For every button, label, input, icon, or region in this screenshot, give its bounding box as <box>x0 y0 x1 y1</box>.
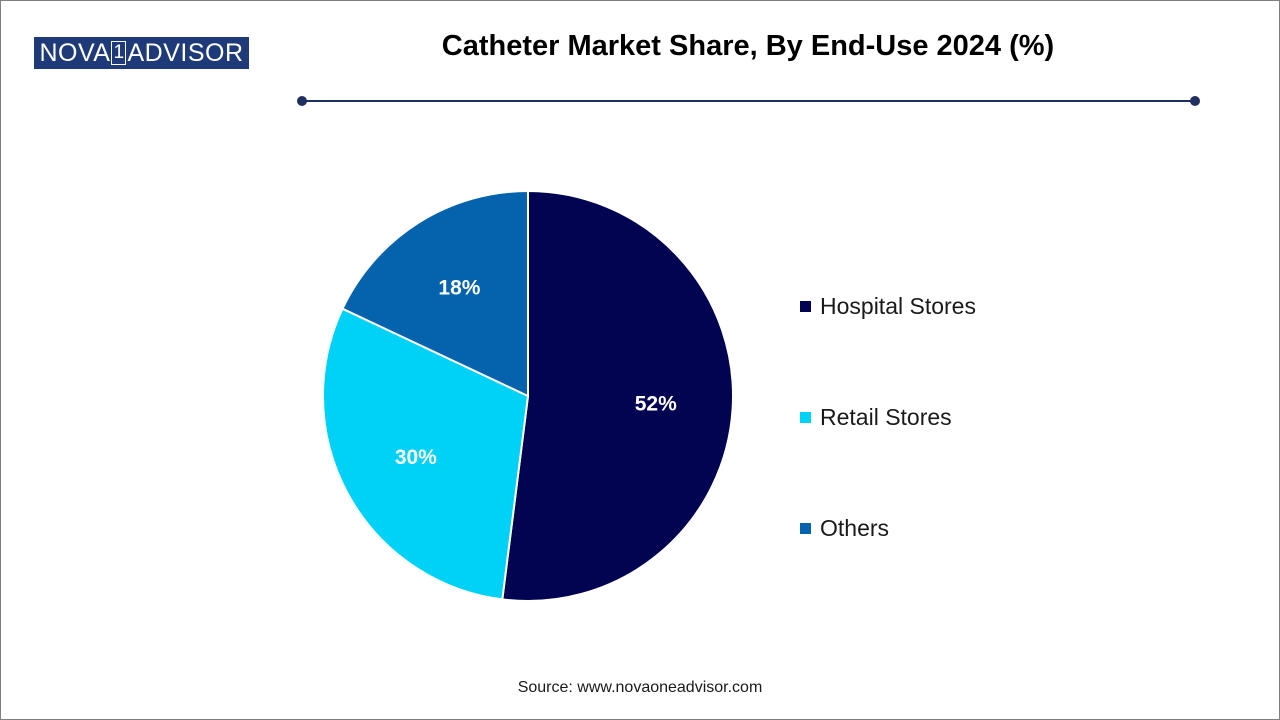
data-label-retail-stores: 30% <box>395 446 437 469</box>
logo-text-advisor: ADVISOR <box>127 38 244 67</box>
chart-legend: Hospital Stores Retail Stores Others <box>800 290 976 623</box>
legend-item: Others <box>800 512 976 544</box>
legend-swatch <box>800 522 811 534</box>
data-label-others: 18% <box>438 276 480 299</box>
divider-right-dot <box>1190 96 1200 106</box>
nova-one-advisor-logo: NOVA 1 ADVISOR <box>34 37 249 69</box>
chart-title: Catheter Market Share, By End-Use 2024 (… <box>441 30 1055 62</box>
legend-label: Others <box>820 514 890 541</box>
legend-item: Hospital Stores <box>800 290 976 322</box>
legend-swatch <box>800 411 811 423</box>
logo-text-nova: NOVA <box>39 38 111 67</box>
legend-swatch <box>800 300 811 312</box>
pie-slice-retail-stores <box>322 307 530 601</box>
divider-left-dot <box>297 96 307 106</box>
pie-slice-others <box>341 189 529 398</box>
logo-text-one: 1 <box>111 41 127 65</box>
legend-item: Retail Stores <box>800 401 976 433</box>
pie-slice-hospital-stores <box>501 189 734 602</box>
legend-label: Retail Stores <box>820 403 952 430</box>
title-divider-line <box>302 100 1195 102</box>
legend-label: Hospital Stores <box>820 292 976 319</box>
data-label-hospital-stores: 52% <box>635 393 677 416</box>
source-note: Source: www.novaoneadvisor.com <box>517 679 763 696</box>
